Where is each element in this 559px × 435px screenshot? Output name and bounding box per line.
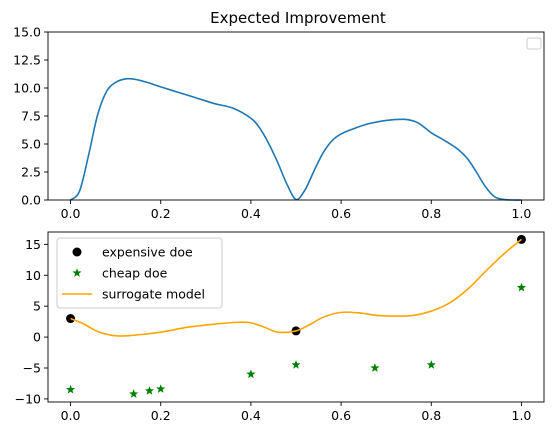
series-line-0-0: [69, 77, 522, 201]
plot-surrogate-model: 0.0 0.2 0.4 0.6 0.8 1.0 −10 −5 0 5 10 15: [15, 231, 545, 423]
x-tick-label: 0.0: [61, 206, 81, 221]
plot-expected-improvement: 0.0 0.2 0.4 0.6 0.8 1.0 0.0 2.5 5.0 7.5 10.0 12.5 15…: [13, 25, 545, 221]
legend-box-empty: [526, 37, 542, 50]
x-tick-label: 0.0: [61, 408, 81, 423]
legend-frame: [56, 237, 223, 309]
data-point-cheap-doe: [65, 384, 76, 394]
data-point-cheap-doe: [246, 369, 256, 379]
data-point-cheap-doe: [291, 360, 301, 369]
data-point-cheap-doe: [516, 282, 527, 292]
x-tick-label: 1.0: [512, 408, 532, 423]
y-tick-label: 15.0: [13, 25, 41, 40]
legend: expensive doe cheap doe surrogate model: [56, 237, 223, 309]
data-point-cheap-doe: [129, 389, 139, 398]
x-tick-label: 0.4: [241, 206, 261, 221]
chart-title-expected-improvement: Expected Improvement: [210, 9, 386, 27]
x-tick-label: 0.8: [421, 206, 441, 221]
data-point-cheap-doe: [370, 363, 380, 372]
data-point-cheap-doe: [426, 360, 436, 369]
y-tick-label: 2.5: [21, 165, 41, 180]
y-tick-label: 0.0: [21, 193, 41, 208]
y-tick-label: 0: [33, 330, 41, 345]
y-tick-label: 10: [25, 268, 41, 283]
x-tick-label: 0.6: [331, 408, 351, 423]
axes-frame: [47, 231, 545, 403]
y-tick-label: 15: [25, 237, 41, 252]
data-point-cheap-doe: [156, 384, 166, 393]
y-tick-label: 10.0: [13, 81, 41, 96]
legend-label-surrogate-model: surrogate model: [102, 287, 205, 302]
axes-frame: [47, 31, 545, 201]
data-point-expensive-doe: [66, 314, 76, 324]
legend-label-expensive-doe: expensive doe: [102, 245, 193, 260]
x-tick-label: 0.2: [151, 408, 171, 423]
y-tick-label: 7.5: [21, 109, 41, 124]
x-tick-label: 0.6: [331, 206, 351, 221]
x-tick-label: 1.0: [512, 206, 532, 221]
legend-label-cheap-doe: cheap doe: [102, 266, 168, 281]
legend-marker-expensive-doe: [72, 247, 82, 257]
x-tick-label: 0.4: [241, 408, 261, 423]
y-tick-label: 5.0: [21, 137, 41, 152]
y-tick-label: −5: [23, 361, 41, 376]
y-tick-label: 12.5: [13, 53, 41, 68]
legend-marker-cheap-doe: [72, 268, 82, 277]
data-point-cheap-doe: [144, 386, 155, 395]
x-tick-label: 0.8: [421, 408, 441, 423]
y-tick-label: 5: [33, 299, 41, 314]
series-line-1-2: [70, 238, 522, 337]
x-tick-label: 0.2: [151, 206, 171, 221]
y-tick-label: −10: [15, 391, 41, 406]
